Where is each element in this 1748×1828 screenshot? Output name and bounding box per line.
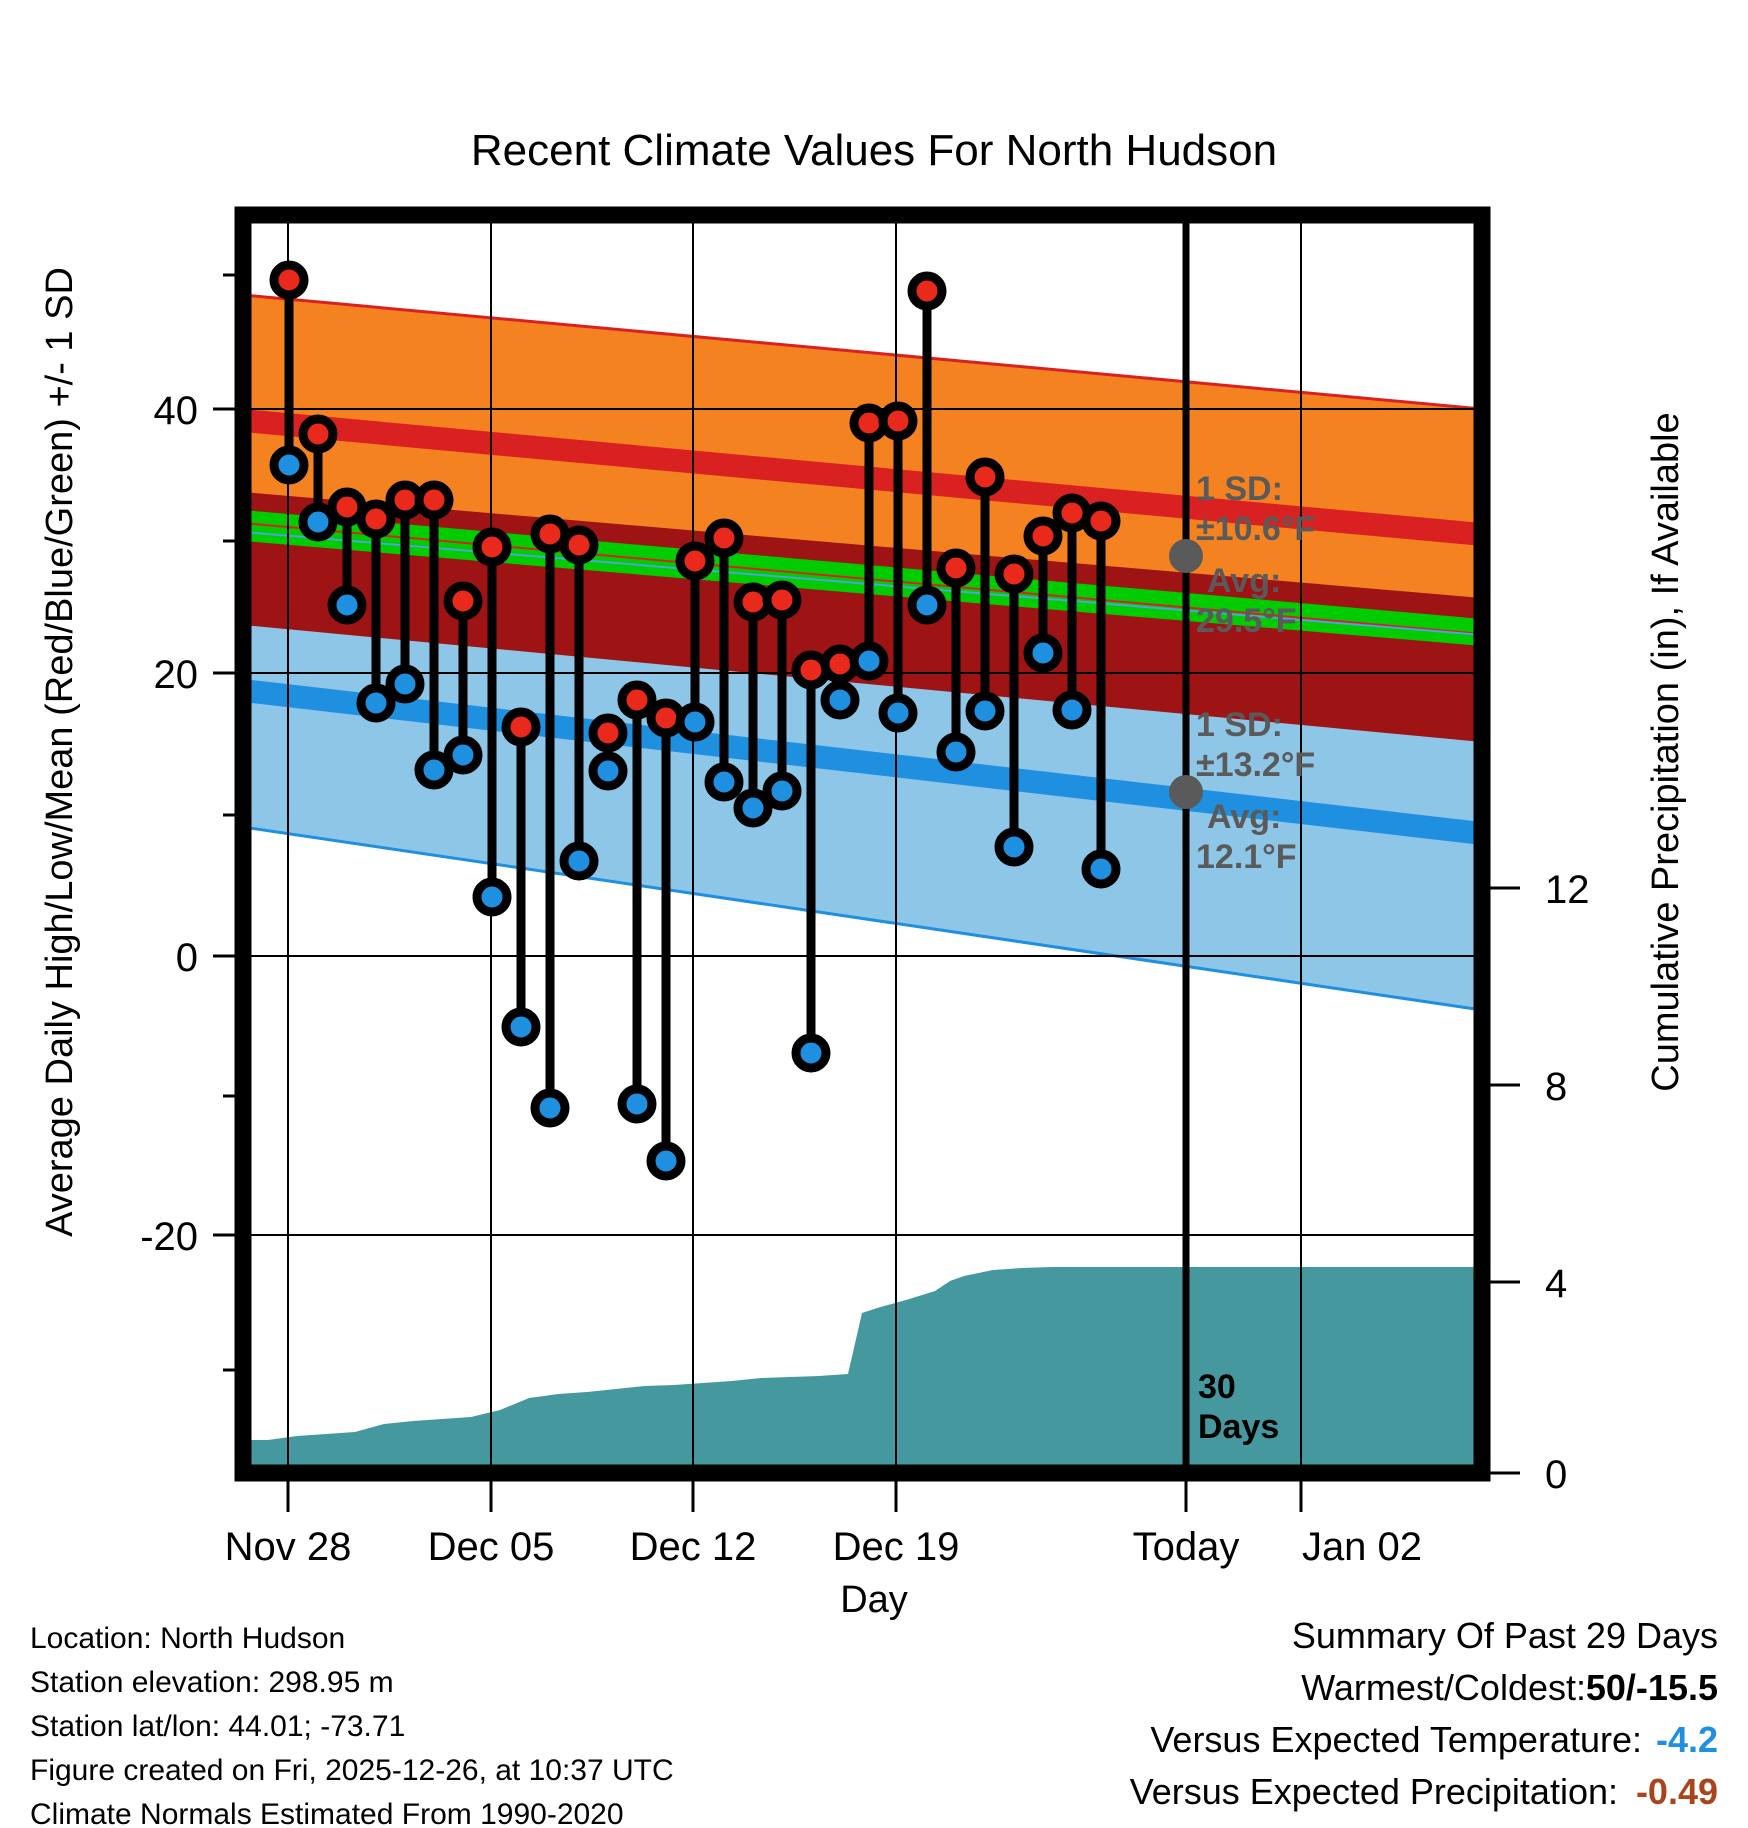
low-sd-label: 1 SD: — [1196, 706, 1283, 744]
metadata-created: Figure created on Fri, 2025-12-26, at 10… — [30, 1754, 674, 1787]
metadata-elevation: Station elevation: 298.95 m — [30, 1666, 394, 1699]
metadata-block: Location: North Hudson Station elevation… — [30, 1622, 674, 1828]
y-axis-left-ticks — [213, 273, 243, 1372]
high-band-bottom-edge — [243, 522, 1482, 635]
metadata-normals: Climate Normals Estimated From 1990-2020 — [30, 1798, 624, 1828]
high-band-top-edge — [243, 293, 1482, 411]
y-tick-right-12: 12 — [1545, 868, 1590, 912]
summary-value-versus-temperature: -4.2 — [1656, 1719, 1718, 1760]
precipitation-area — [243, 1267, 1482, 1473]
summary-label-versus-precipitation: Versus Expected Precipitation: — [1130, 1771, 1618, 1812]
y-axis-right-label: Cumulative Precipitation (in), If Availa… — [1645, 412, 1687, 1091]
today-high-normal-dot — [1169, 539, 1203, 573]
summary-value-warmest-coldest: 50/-15.5 — [1586, 1667, 1718, 1708]
x-tick-dec05: Dec 05 — [428, 1525, 555, 1569]
high-normal-annotation: 1 SD: ±10.6°F Avg: 29.5°F — [1196, 470, 1315, 640]
low-band-top-edge — [243, 531, 1482, 636]
y-axis-left-label: Average Daily High/Low/Mean (Red/Blue/Gr… — [39, 267, 81, 1237]
low-normal-annotation: 1 SD: ±13.2°F Avg: 12.1°F — [1196, 706, 1315, 876]
x-tick-nov28: Nov 28 — [225, 1525, 352, 1569]
plot-area: 1 SD: ±10.6°F Avg: 29.5°F 1 SD: ±13.2°F … — [243, 215, 1482, 1473]
low-avg-value: 12.1°F — [1196, 838, 1297, 876]
days-unit: Days — [1198, 1408, 1279, 1446]
x-axis-ticks — [286, 1473, 1303, 1512]
x-tick-dec12: Dec 12 — [630, 1525, 757, 1569]
days-count: 30 — [1198, 1368, 1236, 1406]
x-tick-dec19: Dec 19 — [833, 1525, 960, 1569]
y-tick-right-0: 0 — [1545, 1453, 1567, 1497]
metadata-location: Location: North Hudson — [30, 1622, 345, 1655]
days-window-annotation: 30 Days — [1198, 1368, 1279, 1446]
daily-range-stems — [284, 280, 1106, 1161]
y-tick-right-8: 8 — [1545, 1065, 1567, 1109]
high-normal-line — [243, 409, 1482, 546]
y-tick-left-20: 20 — [154, 653, 199, 697]
low-band-bottom-edge — [243, 825, 1482, 1012]
low-sd-value: ±13.2°F — [1196, 746, 1315, 784]
summary-label-versus-temperature: Versus Expected Temperature: — [1150, 1719, 1642, 1760]
high-sd-value: ±10.6°F — [1196, 510, 1315, 548]
x-tick-jan02: Jan 02 — [1302, 1525, 1422, 1569]
plot-frame — [234, 206, 1491, 1482]
today-low-normal-dot — [1169, 775, 1203, 809]
page-title: Recent Climate Values For North Hudson — [471, 126, 1277, 175]
summary-block: Summary Of Past 29 Days Warmest/Coldest:… — [1130, 1615, 1718, 1812]
y-axis-right-ticks — [1482, 886, 1520, 1475]
y-tick-left-40: 40 — [154, 389, 199, 433]
y-tick-right-4: 4 — [1545, 1262, 1567, 1306]
high-avg-label: Avg: — [1207, 562, 1281, 600]
y-tick-left-0: 0 — [176, 936, 198, 980]
low-avg-label: Avg: — [1207, 798, 1281, 836]
summary-label-warmest-coldest: Warmest/Coldest: — [1301, 1667, 1586, 1708]
y-tick-left-minus20: -20 — [140, 1215, 198, 1259]
x-tick-today: Today — [1133, 1525, 1240, 1569]
summary-value-versus-precipitation: -0.49 — [1636, 1771, 1718, 1812]
daily-low-markers — [269, 445, 1121, 1181]
high-avg-value: 29.5°F — [1196, 602, 1297, 640]
summary-heading: Summary Of Past 29 Days — [1292, 1615, 1718, 1656]
high-sd-label: 1 SD: — [1196, 470, 1283, 508]
x-axis-label: Day — [840, 1579, 908, 1621]
daily-high-markers — [269, 260, 1121, 753]
metadata-latlon: Station lat/lon: 44.01; -73.71 — [30, 1710, 405, 1743]
